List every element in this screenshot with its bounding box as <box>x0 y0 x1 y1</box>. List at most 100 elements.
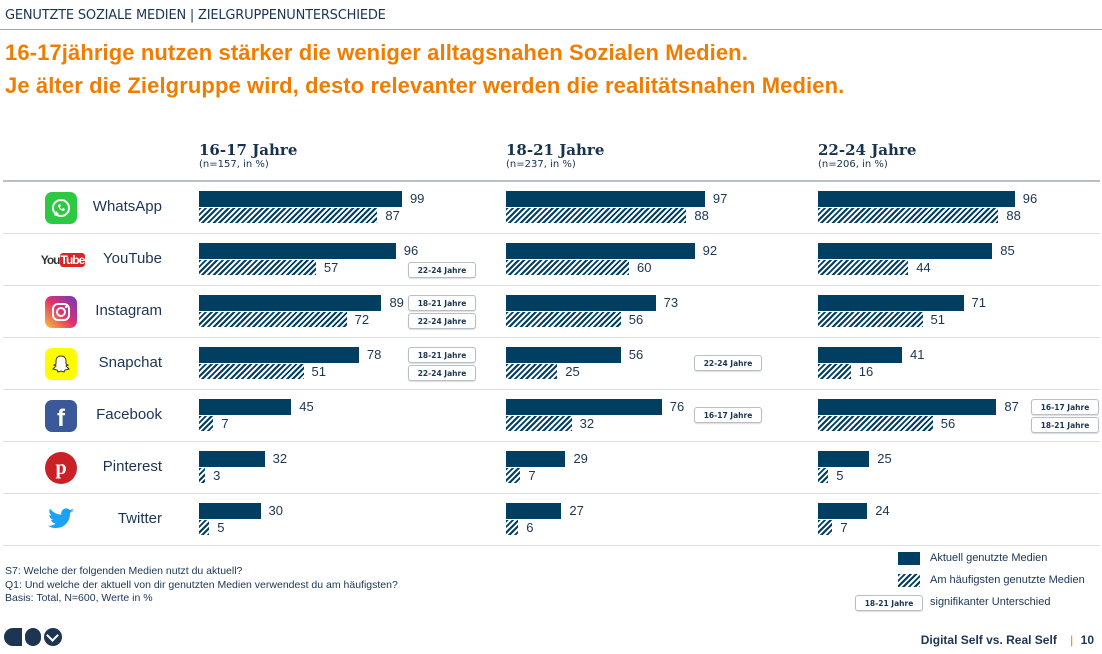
platform-label: Facebook <box>96 406 162 423</box>
bar-most-used <box>506 208 687 223</box>
bar-most-used <box>199 468 206 483</box>
legend-solid-swatch <box>898 552 920 565</box>
bar-currently-used <box>199 503 261 519</box>
page-number: 10 <box>1080 633 1094 647</box>
bar-most-used <box>506 364 558 379</box>
headline-line-1: 16-17jährige nutzen stärker die weniger … <box>5 40 748 65</box>
significance-badge: 22-24 Jahre <box>408 262 476 278</box>
row-divider <box>3 389 1100 390</box>
value-label-currently-used: 45 <box>299 399 314 414</box>
footer: Digital Self vs. Real Self | 10 <box>920 633 1094 647</box>
value-label-most-used: 7 <box>840 520 848 535</box>
bar-currently-used <box>506 295 656 311</box>
bar-most-used <box>506 468 521 483</box>
value-label-most-used: 6 <box>526 520 534 535</box>
bar-most-used <box>818 468 829 483</box>
significance-badge: 22-24 Jahre <box>408 365 476 381</box>
value-label-most-used: 7 <box>221 416 229 431</box>
bar-most-used <box>818 520 833 535</box>
value-label-currently-used: 41 <box>910 347 925 362</box>
value-label-most-used: 16 <box>858 364 874 379</box>
value-label-currently-used: 78 <box>366 347 382 362</box>
group-header: 18-21 Jahre (n=237, in %) <box>506 141 604 170</box>
bar-most-used <box>199 208 378 223</box>
value-label-most-used: 56 <box>628 312 644 327</box>
significance-badge: 22-24 Jahre <box>694 355 762 371</box>
bar-currently-used <box>818 399 997 415</box>
value-label-currently-used: 89 <box>389 295 404 310</box>
bar-most-used <box>818 208 999 223</box>
gim-logo <box>4 628 62 646</box>
footnotes: S7: Welche der folgenden Medien nutzt du… <box>5 565 398 606</box>
significance-badge: 18-21 Jahre <box>1031 417 1099 433</box>
youtube-icon: YouTube <box>40 253 86 267</box>
bar-currently-used <box>818 295 964 311</box>
bar-currently-used <box>818 503 868 519</box>
whatsapp-icon <box>45 192 77 224</box>
header-divider <box>3 180 1100 182</box>
value-label-most-used: 51 <box>311 364 327 379</box>
value-label-most-used: 7 <box>528 468 536 483</box>
row-divider <box>3 337 1100 338</box>
bar-most-used <box>818 312 923 327</box>
legend-hatched-swatch <box>898 574 920 587</box>
value-label-most-used: 25 <box>565 364 580 379</box>
platform-label: YouTube <box>103 250 162 267</box>
value-label-currently-used: 96 <box>1022 191 1038 206</box>
group-label: 22-24 Jahre <box>818 141 917 159</box>
group-sample: (n=237, in %) <box>506 159 576 170</box>
value-label-most-used: 56 <box>940 416 956 431</box>
platform-label: WhatsApp <box>92 198 162 215</box>
value-label-currently-used: 32 <box>272 451 288 466</box>
value-label-currently-used: 73 <box>663 295 679 310</box>
significance-badge: 22-24 Jahre <box>408 313 476 329</box>
group-sample: (n=206, in %) <box>818 159 888 170</box>
bar-currently-used <box>818 451 870 467</box>
bar-currently-used <box>506 191 705 207</box>
value-label-most-used: 72 <box>354 312 370 327</box>
group-header: 22-24 Jahre (n=206, in %) <box>818 141 916 170</box>
bar-most-used <box>199 520 210 535</box>
bar-most-used <box>199 364 304 379</box>
bar-most-used <box>199 416 214 431</box>
bar-most-used <box>818 260 909 275</box>
value-label-most-used: 60 <box>637 260 652 275</box>
value-label-currently-used: 29 <box>573 451 588 466</box>
row-divider <box>3 545 1100 546</box>
value-label-most-used: 51 <box>930 312 946 327</box>
bar-most-used <box>818 364 851 379</box>
bar-most-used <box>199 260 316 275</box>
bar-most-used <box>506 520 519 535</box>
value-label-currently-used: 56 <box>628 347 644 362</box>
significance-badge: 18-21 Jahre <box>408 347 476 363</box>
bar-currently-used <box>506 243 695 259</box>
value-label-currently-used: 85 <box>1000 243 1015 258</box>
bar-most-used <box>506 312 621 327</box>
bar-most-used <box>506 260 629 275</box>
legend-badge-swatch: 18-21 Jahre <box>855 595 923 611</box>
bar-currently-used <box>506 347 621 363</box>
value-label-most-used: 5 <box>836 468 844 483</box>
significance-badge: 16-17 Jahre <box>1031 399 1099 415</box>
platform-label: Twitter <box>117 510 162 527</box>
row-divider <box>3 441 1100 442</box>
bar-currently-used <box>818 347 903 363</box>
value-label-currently-used: 96 <box>403 243 419 258</box>
row-divider <box>3 233 1100 234</box>
instagram-icon <box>45 296 77 328</box>
value-label-currently-used: 92 <box>702 243 718 258</box>
platform-label: Instagram <box>95 302 162 319</box>
bar-currently-used <box>506 451 566 467</box>
significance-badge: 18-21 Jahre <box>408 295 476 311</box>
value-label-most-used: 57 <box>323 260 339 275</box>
value-label-most-used: 87 <box>385 208 400 223</box>
bar-currently-used <box>199 295 382 311</box>
value-label-currently-used: 24 <box>875 503 890 518</box>
facebook-icon: f <box>45 400 77 432</box>
value-label-most-used: 3 <box>213 468 221 483</box>
value-label-most-used: 44 <box>916 260 931 275</box>
headline-line-2: Je älter die Zielgruppe wird, desto rele… <box>5 73 845 98</box>
bar-most-used <box>818 416 933 431</box>
bar-currently-used <box>818 243 993 259</box>
row-divider <box>3 285 1100 286</box>
